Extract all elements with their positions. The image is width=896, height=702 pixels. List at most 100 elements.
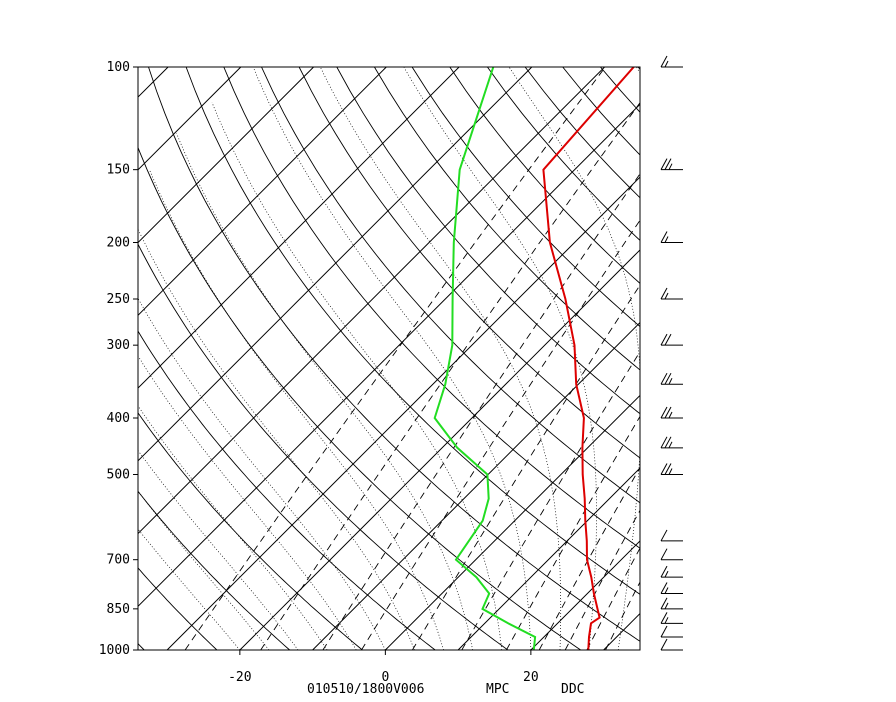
wind-barb bbox=[661, 626, 683, 637]
mixing-ratio-line bbox=[565, 0, 896, 650]
pressure-tick-label: 1000 bbox=[99, 643, 130, 658]
wind-barb bbox=[661, 288, 683, 299]
plot-frame bbox=[138, 67, 640, 650]
wind-barb bbox=[661, 463, 683, 474]
isotherm-line bbox=[94, 67, 677, 650]
dry-adiabat-line bbox=[0, 0, 290, 650]
dry-adiabat-line bbox=[0, 0, 362, 650]
wind-barb bbox=[661, 639, 683, 650]
wind-barb bbox=[661, 437, 683, 448]
dry-adiabat-lines bbox=[0, 0, 896, 650]
wind-barb bbox=[661, 334, 683, 345]
wind-barb-flag bbox=[669, 468, 672, 474]
wind-barb-flag bbox=[665, 603, 668, 609]
footer-valid-time: 010510/1800V006 bbox=[307, 682, 424, 697]
mixing-ratio-line bbox=[606, 0, 896, 650]
wind-barb bbox=[661, 56, 683, 67]
wind-barb-flag bbox=[665, 293, 668, 299]
wind-barb bbox=[661, 612, 683, 623]
wind-barb-flag bbox=[665, 61, 668, 67]
isotherm-line bbox=[0, 67, 23, 650]
temperature-tick-label: 20 bbox=[523, 670, 539, 685]
dry-adiabat-line bbox=[477, 0, 896, 650]
mixing-ratio-line bbox=[323, 0, 780, 650]
wind-barb-flag bbox=[665, 571, 668, 577]
footer-source: MPC bbox=[486, 682, 509, 697]
dry-adiabat-line bbox=[22, 0, 436, 650]
dry-adiabat-line bbox=[282, 0, 896, 650]
mixing-ratio-line bbox=[539, 0, 896, 650]
mixing-ratio-line bbox=[462, 0, 885, 650]
dry-adiabat-line bbox=[607, 0, 896, 650]
dry-adiabat-line bbox=[314, 0, 896, 650]
dry-adiabat-line bbox=[0, 0, 71, 650]
pressure-tick-label: 150 bbox=[107, 163, 130, 178]
mixing-ratio-line bbox=[261, 0, 732, 650]
wind-barb-flag bbox=[669, 442, 672, 448]
isotherm-line bbox=[676, 67, 896, 650]
moist-adiabat-line bbox=[149, 170, 443, 650]
moist-adiabat-line bbox=[676, 54, 767, 650]
isotherm-line bbox=[313, 67, 896, 650]
wind-barbs bbox=[661, 56, 683, 650]
isotherm-line bbox=[604, 67, 896, 650]
isotherm-line bbox=[0, 67, 168, 650]
dry-adiabat-line bbox=[510, 0, 896, 650]
isotherm-line bbox=[0, 67, 532, 650]
wind-barb bbox=[661, 373, 683, 384]
isotherm-line bbox=[240, 67, 823, 650]
isotherm-line bbox=[385, 67, 896, 650]
isotherm-line bbox=[0, 67, 314, 650]
temperature-axis: -20020 bbox=[228, 650, 539, 685]
isotherm-line bbox=[749, 67, 896, 650]
dry-adiabat-line bbox=[672, 0, 896, 650]
wind-barb-flag bbox=[661, 530, 667, 541]
wind-barb bbox=[661, 598, 683, 609]
wind-barb bbox=[661, 232, 683, 243]
pressure-axis: 1001502002503004005007008501000 bbox=[99, 60, 138, 658]
dry-adiabat-line bbox=[575, 0, 896, 650]
wind-barb bbox=[661, 159, 683, 170]
moist-adiabat-line bbox=[98, 216, 385, 650]
pressure-tick-label: 200 bbox=[107, 236, 130, 251]
temperature-line bbox=[543, 67, 633, 650]
dry-adiabat-line bbox=[705, 0, 896, 650]
mixing-ratio-line bbox=[412, 0, 847, 650]
dry-adiabat-line bbox=[445, 0, 896, 650]
moist-adiabat-line bbox=[37, 272, 298, 650]
wind-barb bbox=[661, 407, 683, 418]
pressure-tick-label: 300 bbox=[107, 338, 130, 353]
wind-barb-flag bbox=[661, 549, 667, 560]
wind-barb bbox=[661, 566, 683, 577]
moist-adiabat-line bbox=[56, 255, 327, 650]
dewpoint-line bbox=[435, 67, 535, 650]
dry-adiabat-line bbox=[412, 0, 896, 650]
moist-adiabat-line bbox=[253, 67, 531, 650]
wind-barb-flag bbox=[665, 237, 668, 243]
moist-adiabat-line bbox=[122, 194, 414, 650]
isotherm-line bbox=[0, 67, 95, 650]
wind-barb-flag bbox=[669, 412, 672, 418]
pressure-tick-label: 850 bbox=[107, 602, 130, 617]
wind-barb-flag bbox=[661, 639, 667, 650]
wind-barb-flag bbox=[669, 378, 672, 384]
dry-adiabat-line bbox=[542, 0, 896, 650]
pressure-tick-label: 400 bbox=[107, 411, 130, 426]
pressure-tick-label: 250 bbox=[107, 292, 130, 307]
dry-adiabat-line bbox=[87, 0, 581, 650]
moist-adiabat-line bbox=[177, 133, 473, 650]
pressure-tick-label: 700 bbox=[107, 553, 130, 568]
dry-adiabat-line bbox=[737, 0, 896, 650]
wind-barb bbox=[661, 549, 683, 560]
isotherm-lines bbox=[0, 67, 896, 650]
temperature-tick-label: -20 bbox=[228, 670, 251, 685]
pressure-tick-label: 500 bbox=[107, 467, 130, 482]
wind-barb-flag bbox=[661, 626, 667, 637]
wind-barb-flag bbox=[665, 588, 668, 594]
dry-adiabat-line bbox=[640, 0, 896, 650]
wind-barb bbox=[661, 583, 683, 594]
wind-barb-flag bbox=[665, 617, 668, 623]
wind-barb bbox=[661, 530, 683, 541]
isotherm-line bbox=[531, 67, 896, 650]
